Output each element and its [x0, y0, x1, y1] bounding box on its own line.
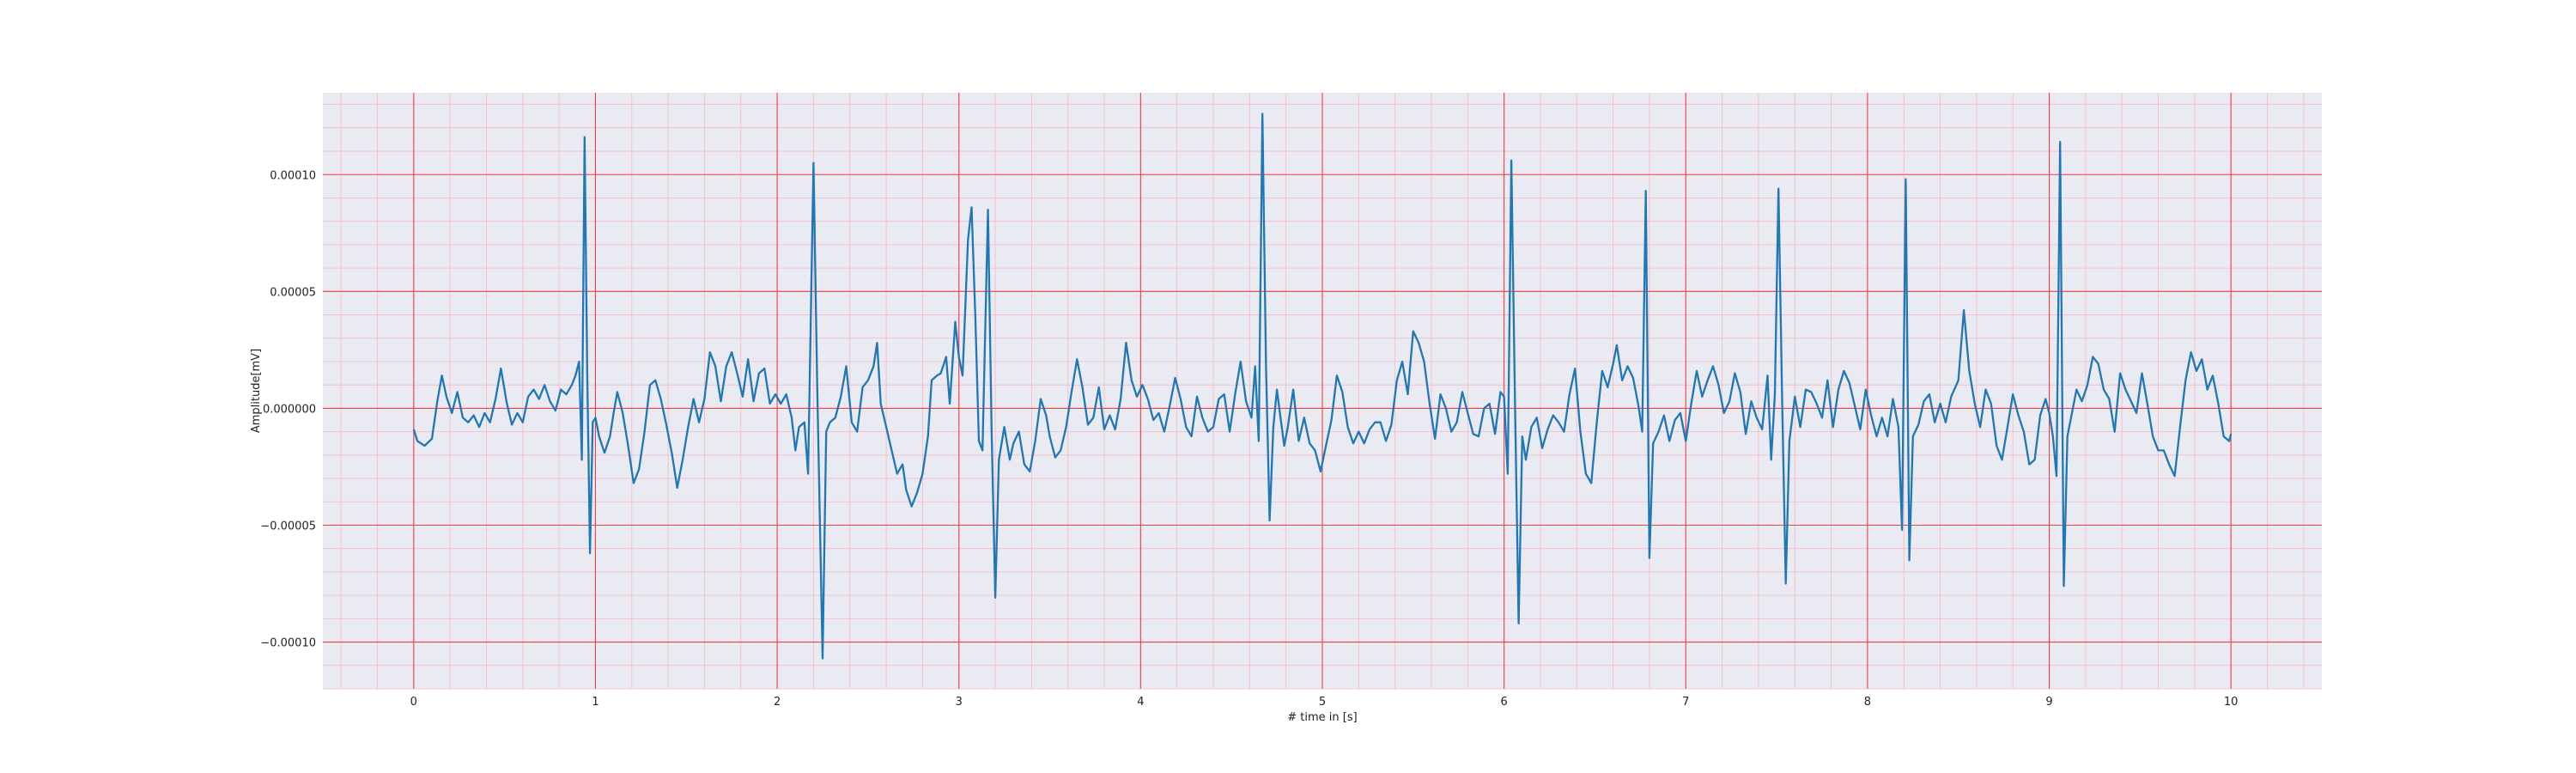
x-tick-label: 6	[1500, 696, 1507, 709]
x-tick-label: 9	[2045, 696, 2052, 709]
x-tick-label: 3	[956, 696, 963, 709]
x-tick-label: 1	[592, 696, 598, 709]
y-tick-label: −0.00005	[260, 520, 316, 533]
x-tick-labels: 0 1 2 3 4 5 6 7 8 9 10	[410, 696, 2239, 709]
signal-line	[412, 113, 2233, 660]
y-tick-label: −0.00010	[260, 637, 316, 650]
x-tick-label: 2	[774, 696, 781, 709]
major-grid	[323, 93, 2322, 689]
x-tick-label: 7	[1682, 696, 1689, 709]
x-tick-label: 5	[1319, 696, 1326, 709]
x-tick-label: 8	[1864, 696, 1871, 709]
y-tick-label: 0.000000	[263, 403, 316, 416]
y-tick-label: 0.00010	[270, 169, 316, 182]
x-tick-label: 4	[1137, 696, 1144, 709]
x-tick-label: 0	[410, 696, 417, 709]
y-tick-labels: −0.00010 −0.00005 0.000000 0.00005 0.00010	[260, 169, 316, 649]
y-axis-label: Amplitude[mV]	[250, 349, 263, 433]
x-tick-label: 10	[2224, 696, 2239, 709]
x-axis-label: # time in [s]	[1287, 711, 1357, 724]
y-tick-label: 0.00005	[270, 286, 316, 299]
